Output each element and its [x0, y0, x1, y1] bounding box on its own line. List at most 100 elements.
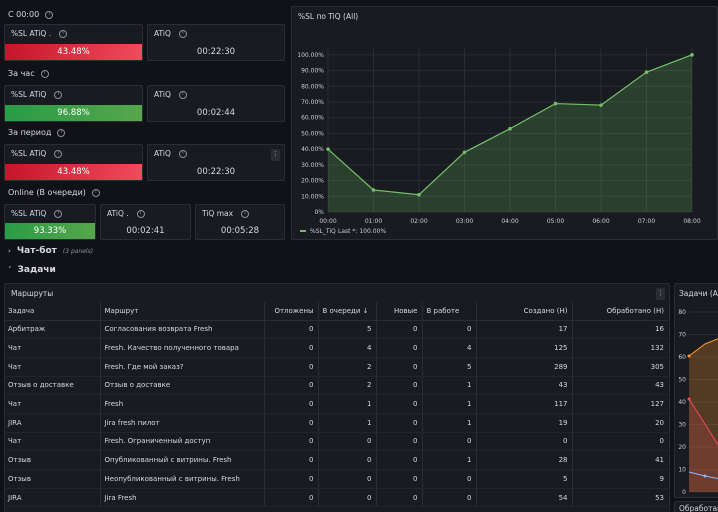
section-period-label: За период: [8, 128, 52, 137]
column-header[interactable]: Маршрут: [100, 302, 265, 321]
x-tick-label: 07:00: [638, 218, 655, 225]
x-tick-label: 01:00: [365, 218, 382, 225]
table-cell: 43: [476, 376, 573, 396]
column-header[interactable]: Обработано (Н): [572, 302, 668, 321]
panel-title: %SL ATiQ: [11, 149, 47, 158]
atiq-last-hour-panel: ATiQ i 00:02:44: [147, 85, 285, 122]
panel-header: %SL ATiQ i: [11, 90, 63, 99]
legend-series-name: %SL_TiQ: [310, 228, 336, 235]
table-cell: 0: [264, 488, 319, 508]
table-row[interactable]: JIRA Jira fresh пилот 0 1 0 1 19 20: [4, 413, 668, 433]
column-header[interactable]: Создано (Н): [476, 302, 573, 321]
table-row[interactable]: Чат Fresh. Ограниченный доступ 0 0 0 0 0 0: [4, 432, 668, 452]
panel-title: ATiQ: [154, 29, 171, 38]
table-cell: 0: [318, 469, 377, 489]
y-tick-label: 30.00%: [301, 162, 324, 169]
info-icon[interactable]: i: [59, 29, 68, 38]
table-cell: JIRA: [4, 413, 101, 433]
table-row[interactable]: Чат Fresh. Качество полученного товара 0 4 0…: [4, 338, 668, 358]
y-tick-label: 50: [678, 377, 686, 384]
table-cell: 0: [264, 320, 319, 340]
y-tick-label: 40.00%: [301, 146, 324, 153]
panel-title: TiQ max: [202, 209, 234, 218]
section-since-midnight: С 00:00 i: [8, 10, 54, 19]
x-tick-label: 06:00: [592, 218, 609, 225]
y-tick-label: 10: [678, 467, 686, 474]
column-header[interactable]: Отложены: [264, 302, 319, 321]
panel-header: Задачи (All: [679, 289, 718, 298]
panel-header: %SL по TiQ (All): [298, 12, 358, 21]
y-tick-label: 10.00%: [301, 193, 324, 200]
info-icon[interactable]: i: [178, 90, 187, 99]
info-icon[interactable]: i: [54, 149, 63, 158]
table-title: Маршруты: [11, 289, 54, 298]
y-tick-label: 70.00%: [301, 99, 324, 106]
panel-title: ATiQ .: [107, 209, 129, 218]
column-header[interactable]: Задача: [4, 302, 101, 321]
info-icon[interactable]: i: [54, 209, 63, 218]
table-row[interactable]: Чат Fresh. Где мой заказ? 0 2 0 5 289 305: [4, 357, 668, 377]
table-cell: 0: [264, 432, 319, 452]
info-icon[interactable]: i: [91, 188, 100, 197]
table-cell: 0: [264, 450, 319, 470]
section-since-midnight-label: С 00:00: [8, 10, 40, 19]
info-icon[interactable]: i: [178, 29, 187, 38]
table-cell: 54: [476, 488, 573, 508]
series-area: [689, 399, 718, 492]
row-panel-count: (3 panels): [62, 248, 94, 255]
info-icon[interactable]: i: [241, 209, 250, 218]
table-cell: 2: [318, 376, 377, 396]
table-cell: Чат: [4, 394, 101, 414]
table-cell: Чат: [4, 357, 101, 377]
table-cell: 0: [318, 450, 377, 470]
table-cell: 0: [422, 469, 477, 489]
section-last-hour-label: За час: [8, 69, 35, 78]
panel-menu-icon[interactable]: ⋮: [656, 288, 665, 300]
data-point: [326, 147, 330, 151]
info-icon[interactable]: i: [40, 69, 49, 78]
table-cell: 0: [422, 320, 477, 340]
table-row[interactable]: Отзыв Опубликованный с витрины. Fresh 0 0 0 1…: [4, 450, 668, 470]
table-row[interactable]: Отзыв Неопубликованный с витрины. Fresh 0 0…: [4, 469, 668, 489]
panel-title: %SL ATiQ: [11, 209, 47, 218]
sl-tiq-chart-panel: %SL по TiQ (All) 0% 10.00% 20.00% 30.00% 40.…: [291, 6, 718, 240]
data-point: [687, 354, 691, 358]
y-tick-label: 90.00%: [301, 68, 324, 75]
table-cell: 0: [376, 338, 423, 358]
info-icon[interactable]: i: [136, 209, 145, 218]
table-cell: 43: [572, 376, 668, 396]
column-header[interactable]: В очереди ↓: [318, 302, 377, 321]
table-header-row: Задача Маршрут Отложены В очереди ↓ Новы…: [4, 302, 668, 321]
table-row[interactable]: Чат Fresh 0 1 0 1 117 127: [4, 394, 668, 414]
table-cell: 5: [476, 469, 573, 489]
table-cell: 0: [264, 413, 319, 433]
table-cell: 0: [376, 394, 423, 414]
processed-panel: Обработано: [674, 501, 718, 512]
tasks-side-chart[interactable]: 80 70 60 50 40 30 20 10 0: [675, 284, 718, 499]
table-row[interactable]: JIRA Jira Fresh 0 0 0 0 54 53: [4, 488, 668, 508]
panel-header: %SL ATiQ i: [11, 209, 63, 218]
legend-last-value: Last *: 100.00%: [338, 228, 386, 235]
panel-menu-icon[interactable]: ⋮: [271, 149, 280, 161]
row-chatbot[interactable]: › Чат-бот (3 panels): [8, 246, 93, 256]
info-icon[interactable]: i: [57, 128, 66, 137]
info-icon[interactable]: i: [178, 149, 187, 158]
y-tick-label: 20.00%: [301, 178, 324, 185]
table-cell: Неопубликованный с витрины. Fresh: [100, 469, 265, 489]
column-header[interactable]: В работе: [422, 302, 477, 321]
info-icon[interactable]: i: [54, 90, 63, 99]
table-cell: 127: [572, 394, 668, 414]
table-cell: 0: [476, 432, 573, 452]
info-icon[interactable]: i: [45, 10, 54, 19]
atiq-value: 00:22:30: [196, 47, 236, 57]
sl-atiq-last-hour-panel: %SL ATiQ i 96.88%: [4, 85, 143, 122]
row-tasks[interactable]: ˅ Задачи: [8, 265, 56, 275]
table-cell: 305: [572, 357, 668, 377]
table-cell: 0: [264, 394, 319, 414]
table-cell: 4: [318, 338, 377, 358]
table-row[interactable]: Отзыв о доставке Отзыв о доставке 0 2 0 1 43 43: [4, 376, 668, 396]
table-row[interactable]: Арбитраж Согласования возврата Fresh 0 5 0 0 1…: [4, 320, 668, 340]
column-header[interactable]: Новые: [376, 302, 423, 321]
table-cell: Опубликованный с витрины. Fresh: [100, 450, 265, 470]
sl-tiq-chart[interactable]: 0% 10.00% 20.00% 30.00% 40.00% 50.00% 60.00% 70…: [292, 7, 718, 241]
